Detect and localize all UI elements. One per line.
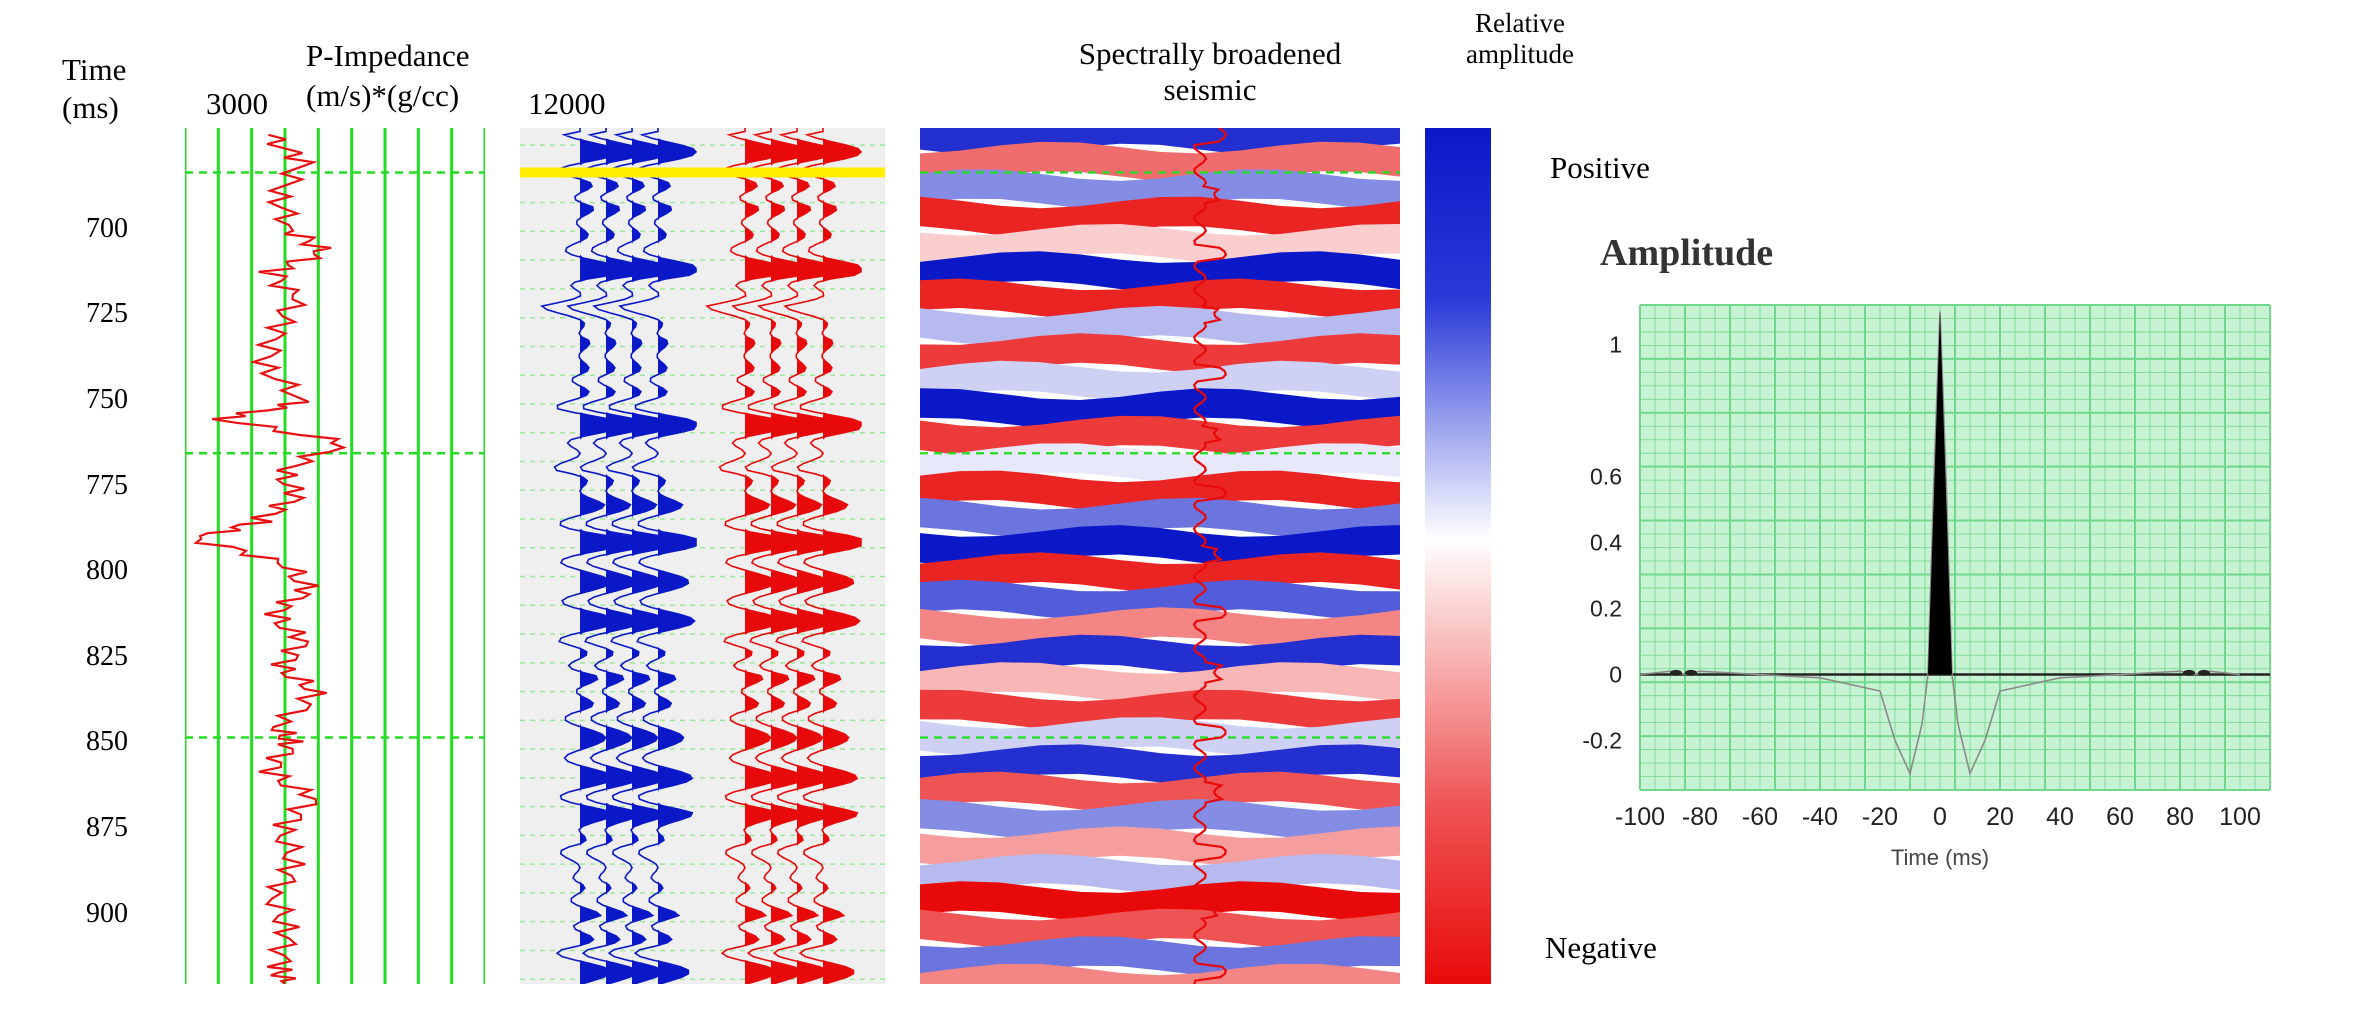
seismic-layer — [920, 497, 1400, 539]
seismic-layer — [920, 169, 1400, 211]
impedance-title: P-Impedance — [306, 38, 470, 73]
time-axis-unit: (ms) — [62, 90, 119, 125]
seismic-layer — [920, 689, 1400, 731]
seismic-title: Spectrally broadened seismic — [1010, 36, 1410, 107]
negative-label: Negative — [1545, 930, 1657, 965]
wavelet-x-tick-label: 0 — [1933, 803, 1947, 831]
seismic-center-trace — [1192, 128, 1228, 984]
colorbar-title-line2: amplitude — [1466, 39, 1574, 70]
wavelet-main-peak — [1928, 311, 1952, 675]
seismic-layer — [920, 360, 1400, 402]
wavelet-x-tick-label: -20 — [1862, 803, 1898, 831]
seismic-layer — [920, 908, 1400, 950]
seismic-layer — [920, 771, 1400, 813]
impedance-axis-min: 3000 — [206, 86, 268, 121]
impedance-log-curve — [193, 133, 348, 984]
wavelet-y-tick-label: 0 — [1609, 662, 1622, 688]
seismic-traces-chart — [520, 128, 885, 984]
traces-panel — [520, 128, 885, 984]
seismic-layer — [920, 388, 1400, 430]
wavelet-y-tick-label: 0.2 — [1590, 596, 1622, 622]
wavelet-side-lobe — [1685, 669, 1697, 676]
time-tick-label: 725 — [86, 298, 128, 330]
highlight-marker-line — [520, 167, 885, 178]
colorbar-panel — [1425, 128, 1491, 984]
wavelet-panel: Amplitude -100 -80 -60 -40 -20 0 20 40 60 80 100 1 0.… — [1540, 215, 2280, 885]
seismic-title-line2: seismic — [1163, 71, 1257, 107]
positive-label: Positive — [1550, 150, 1650, 185]
blue-wiggle-fill — [658, 128, 696, 984]
wavelet-side-lobe — [1670, 669, 1682, 676]
wavelet-title: Amplitude — [1600, 232, 1773, 274]
spectrally-broadened-seismic-chart — [920, 128, 1400, 984]
wavelet-x-tick-label: -80 — [1682, 803, 1718, 831]
wavelet-x-axis-label: Time (ms) — [1891, 845, 1989, 870]
blue-wiggle-fill — [606, 128, 644, 984]
time-tick-label: 750 — [86, 383, 128, 415]
time-tick-label: 850 — [86, 726, 128, 758]
wavelet-side-lobe — [2198, 669, 2210, 676]
wavelet-x-tick-label: -60 — [1742, 803, 1778, 831]
time-tick-label: 825 — [86, 640, 128, 672]
seismic-layer — [920, 470, 1400, 512]
seismic-layer — [920, 798, 1400, 841]
red-wiggle-trace — [783, 128, 863, 984]
blue-wiggle-trace — [618, 128, 698, 984]
red-wiggle-fill — [797, 128, 835, 984]
seismic-layer — [920, 963, 1400, 984]
colorbar-title-line1: Relative — [1475, 8, 1565, 38]
impedance-unit: (m/s)*(g/cc) — [306, 78, 460, 113]
wavelet-y-tick-label: 0.6 — [1590, 464, 1622, 490]
amplitude-wavelet-chart: Amplitude -100 -80 -60 -40 -20 0 20 40 60 80 100 1 0.… — [1582, 232, 2271, 870]
time-tick-label: 875 — [86, 811, 128, 843]
wavelet-x-tick-label: 40 — [2046, 803, 2074, 831]
blue-wiggle-fill — [632, 128, 670, 984]
impedance-axis-max: 12000 — [528, 86, 606, 121]
time-axis-label: Time — [62, 52, 127, 87]
colorbar-title: Relative amplitude — [1420, 8, 1620, 70]
time-tick-label: 800 — [86, 555, 128, 587]
red-wiggle-fill — [745, 128, 783, 984]
time-tick-label: 775 — [86, 469, 128, 501]
wavelet-x-tick-label: 20 — [1986, 803, 2014, 831]
red-wiggle-fill — [771, 128, 809, 984]
seismic-layer — [920, 196, 1400, 238]
time-tick-label: 900 — [86, 897, 128, 929]
colorbar-gradient — [1425, 128, 1491, 984]
seismic-layer — [920, 579, 1400, 621]
red-wiggle-fill — [823, 128, 861, 984]
seismic-layer — [920, 662, 1400, 704]
wavelet-x-tick-label: 60 — [2106, 803, 2134, 831]
relative-amplitude-colorbar — [1425, 128, 1491, 984]
wavelet-x-tick-label: -40 — [1802, 803, 1838, 831]
time-tick-label: 700 — [86, 212, 128, 244]
impedance-background — [185, 128, 485, 984]
impedance-log-chart — [185, 128, 485, 984]
wavelet-x-tick-label: 100 — [2219, 803, 2261, 831]
blue-wiggle-fill — [580, 128, 618, 984]
seismic-panel — [920, 128, 1400, 984]
impedance-panel — [185, 128, 485, 984]
seismic-layer — [920, 881, 1400, 923]
wavelet-y-tick-label: 1 — [1609, 332, 1622, 358]
wavelet-curve — [1639, 311, 2241, 776]
wavelet-y-tick-label: -0.2 — [1582, 728, 1622, 754]
wavelet-x-tick-label: -100 — [1615, 803, 1665, 831]
seismic-layer — [920, 278, 1400, 320]
wavelet-x-tick-label: 80 — [2166, 803, 2194, 831]
wavelet-side-lobe — [2183, 669, 2195, 676]
wavelet-y-tick-label: 0.4 — [1590, 530, 1622, 556]
seismic-title-line1: Spectrally broadened — [1078, 36, 1342, 71]
seismic-layer — [920, 251, 1400, 293]
